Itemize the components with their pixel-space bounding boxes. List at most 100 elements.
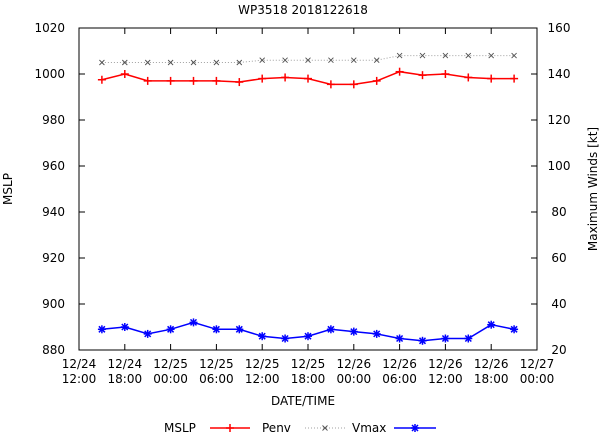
data-point [487, 74, 496, 83]
x-tick-label-date: 12/26 [337, 357, 372, 371]
legend-label: Penv [262, 421, 291, 432]
right-tick-label: 100 [548, 159, 571, 173]
series-penv [99, 52, 517, 66]
data-point [418, 336, 427, 345]
series-mslp [97, 67, 519, 89]
data-point [281, 334, 290, 343]
legend-entry-penv: Penv [262, 421, 345, 432]
legend: MSLP Penv Vmax [164, 421, 436, 432]
data-point [304, 332, 312, 341]
data-point [120, 323, 129, 331]
legend-marker [322, 425, 328, 431]
series-vmax [97, 318, 519, 345]
data-point [441, 70, 450, 78]
data-point [464, 73, 473, 82]
right-axis-label: Maximum Winds [kt] [586, 127, 600, 251]
legend-label: MSLP [164, 421, 196, 432]
data-point [281, 73, 290, 82]
left-axis-label: MSLP [1, 173, 15, 205]
x-tick-label-time: 12:00 [245, 372, 280, 386]
x-tick-label-time: 00:00 [337, 372, 372, 386]
data-point [235, 78, 244, 87]
x-tick-label-date: 12/26 [474, 357, 509, 371]
right-tick-label: 40 [551, 297, 566, 311]
x-tick-label-date: 12/25 [199, 357, 234, 371]
right-tick-label: 160 [548, 21, 571, 35]
x-tick-label-date: 12/24 [62, 357, 97, 371]
left-tick-label: 940 [42, 205, 65, 219]
data-point [236, 59, 243, 66]
x-tick-label-time: 12:00 [62, 372, 97, 386]
data-point [372, 329, 381, 338]
data-point [304, 74, 312, 83]
data-point [305, 57, 311, 64]
data-point [143, 76, 152, 85]
data-point [97, 325, 106, 334]
right-tick-label: 140 [548, 67, 571, 81]
chart-title: WP3518 2018122618 [238, 3, 368, 17]
x-tick-label-date: 12/25 [291, 357, 326, 371]
x-tick-label-time: 18:00 [474, 372, 509, 386]
data-point [189, 318, 198, 327]
data-point [97, 75, 106, 84]
data-point [488, 52, 495, 59]
right-tick-label: 60 [551, 251, 566, 265]
x-tick-label-time: 00:00 [153, 372, 188, 386]
data-point [372, 76, 381, 85]
data-point [213, 59, 220, 66]
left-tick-label: 920 [42, 251, 65, 265]
x-tick-label-date: 12/24 [108, 357, 143, 371]
data-point [326, 80, 335, 89]
right-axis-ticks: 20 40 60 80 100 120 140 160 [531, 21, 570, 357]
data-point [349, 327, 358, 336]
left-tick-label: 900 [42, 297, 65, 311]
data-point [212, 76, 221, 85]
right-tick-label: 80 [551, 205, 566, 219]
legend-entry-vmax: Vmax [352, 421, 436, 432]
data-point [349, 80, 358, 89]
x-tick-label-date: 12/25 [153, 357, 188, 371]
x-tick-label-date: 12/27 [520, 357, 555, 371]
data-point [121, 59, 128, 66]
left-tick-label: 1020 [34, 21, 65, 35]
left-tick-label: 1000 [34, 67, 65, 81]
data-point [259, 57, 266, 64]
data-point [99, 59, 105, 66]
x-tick-label-date: 12/26 [382, 357, 417, 371]
data-point [166, 76, 175, 85]
series-layer [97, 52, 519, 345]
data-point [510, 74, 519, 83]
data-point [373, 57, 380, 64]
legend-marker [411, 424, 419, 432]
x-tick-label-time: 12:00 [428, 372, 463, 386]
left-tick-label: 960 [42, 159, 65, 173]
data-point [487, 320, 496, 329]
x-tick-label-date: 12/25 [245, 357, 280, 371]
right-tick-label: 120 [548, 113, 571, 127]
right-tick-label: 20 [551, 343, 566, 357]
data-point [120, 70, 129, 78]
data-point [441, 334, 450, 343]
x-tick-label-time: 00:00 [520, 372, 555, 386]
data-point [258, 332, 267, 341]
x-tick-label-time: 18:00 [291, 372, 326, 386]
data-point [190, 59, 197, 66]
data-point [144, 59, 151, 66]
legend-marker [226, 424, 234, 432]
data-point [143, 329, 152, 338]
data-point [189, 76, 198, 85]
data-point [396, 52, 403, 59]
legend-entry-mslp: MSLP [164, 421, 250, 432]
x-axis-label: DATE/TIME [271, 394, 335, 408]
data-point [326, 325, 335, 334]
left-tick-label: 880 [42, 343, 65, 357]
data-point [442, 52, 449, 59]
series-line-penv [101, 55, 515, 63]
data-point [395, 334, 404, 343]
data-point [212, 325, 221, 334]
x-tick-label-time: 06:00 [199, 372, 234, 386]
data-point [328, 57, 334, 64]
legend-label: Vmax [352, 421, 386, 432]
left-axis-ticks: 880 900 920 940 960 980 1000 1020 [34, 21, 85, 357]
